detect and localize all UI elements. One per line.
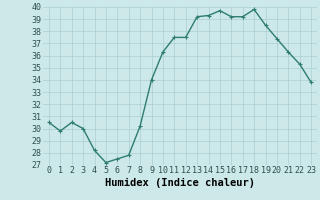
X-axis label: Humidex (Indice chaleur): Humidex (Indice chaleur) <box>105 178 255 188</box>
